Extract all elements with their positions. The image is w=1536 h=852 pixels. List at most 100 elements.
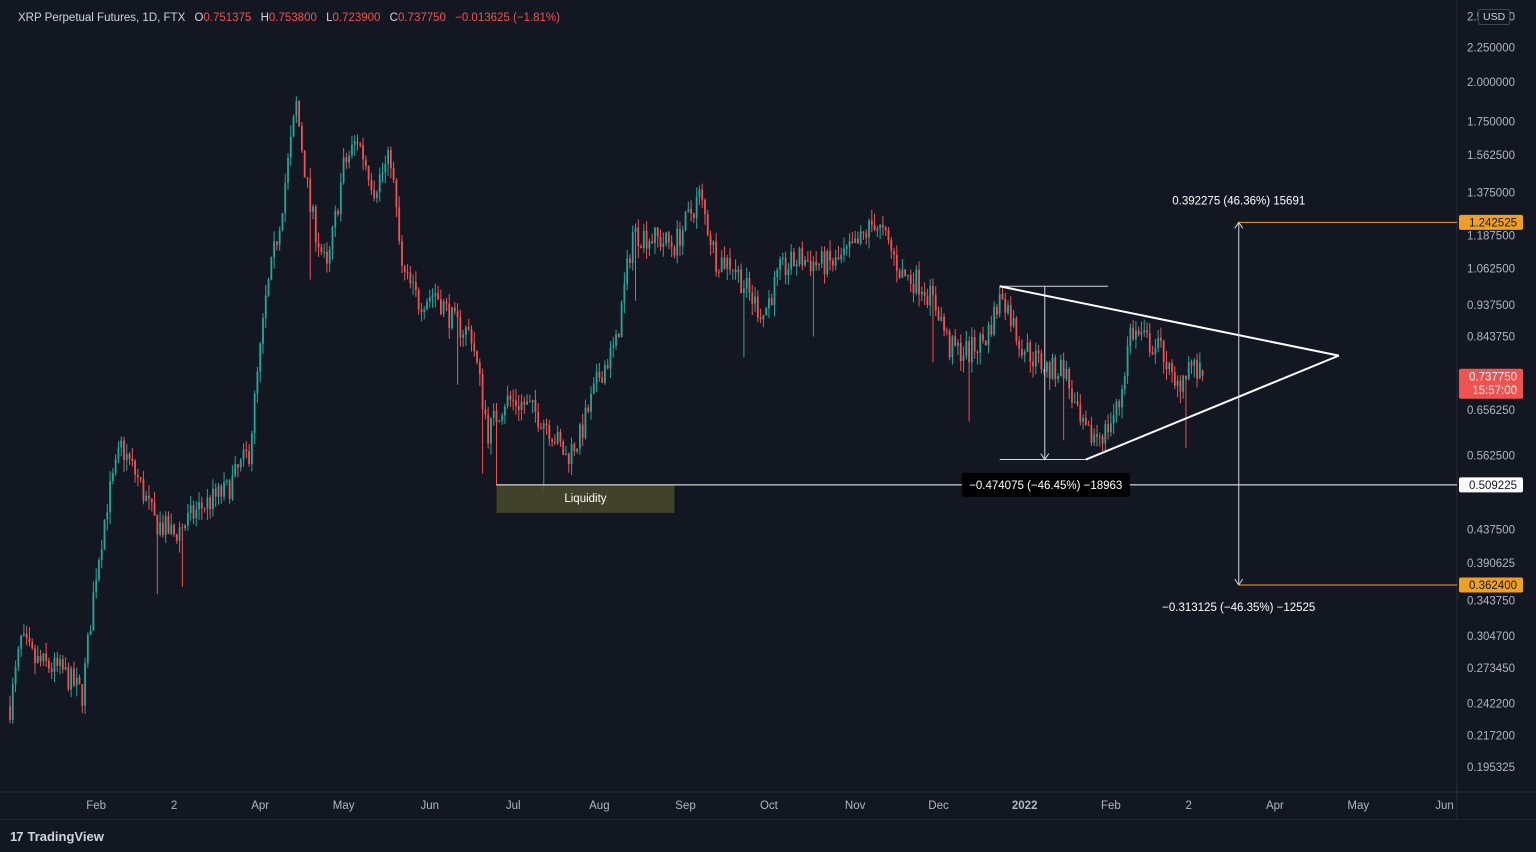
candle-body (676, 228, 679, 256)
candle-body (1018, 340, 1021, 349)
candle-body (620, 302, 623, 338)
candle-body (242, 449, 245, 460)
candle-body (84, 663, 86, 706)
candle-body (1051, 357, 1054, 379)
candle-body (109, 481, 111, 513)
candle-body (434, 293, 437, 296)
candle-body (209, 497, 212, 510)
candle-body (1032, 361, 1034, 367)
candle-body (670, 242, 673, 247)
candle-body (520, 401, 523, 410)
candle-body (987, 324, 990, 346)
candle-body (1034, 350, 1037, 367)
candle-body (326, 251, 328, 264)
brand-label: TradingView (27, 829, 104, 844)
candle-body (612, 345, 615, 348)
tradingview-logo[interactable]: 17 TradingView (10, 829, 104, 844)
candle-body (573, 444, 576, 452)
candle-body (451, 307, 453, 328)
candle-body (123, 440, 125, 461)
candle-body (503, 406, 506, 416)
candle-body (843, 248, 845, 255)
candle-body (281, 213, 284, 231)
candle-body (1101, 436, 1104, 444)
candle-body (1190, 361, 1193, 366)
candle-body (659, 236, 662, 247)
candle-body (445, 301, 448, 304)
candle-body (67, 667, 70, 690)
candle-body (1135, 330, 1137, 340)
candle-body (1109, 423, 1112, 433)
candle-body (879, 224, 882, 229)
candle-body (854, 238, 857, 244)
candle-body (809, 260, 812, 272)
candle-body (470, 329, 473, 344)
x-tick-label: Nov (845, 800, 866, 812)
candle-body (111, 473, 114, 482)
candle-body (918, 269, 920, 295)
x-tick-label: Apr (1266, 800, 1284, 812)
candle-body (526, 401, 528, 405)
candle-body (42, 653, 45, 662)
candle-body (1146, 330, 1148, 333)
currency-button[interactable]: USD (1478, 9, 1511, 25)
candle-body (359, 143, 362, 146)
candle-body (542, 423, 545, 429)
candle-body (1009, 305, 1012, 326)
candle-body (264, 295, 267, 318)
candle-body (162, 522, 164, 536)
candle-body (406, 272, 409, 274)
candle-body (178, 527, 181, 541)
candle-body (75, 677, 78, 686)
candle-body (1126, 346, 1129, 377)
candle-body (587, 407, 590, 412)
candle-body (314, 206, 317, 243)
target-up-label: 0.392275 (46.36%) 15691 (1172, 195, 1305, 207)
candle-body (951, 336, 954, 358)
high-label: H (260, 12, 269, 24)
candle-body (103, 519, 106, 549)
price-label-value: 1.242525 (1469, 217, 1517, 229)
candle-body (395, 180, 398, 208)
x-tick-label: Feb (1101, 800, 1121, 812)
candle-body (679, 228, 681, 246)
range-label-box (961, 472, 1130, 497)
candle-body (331, 227, 334, 250)
candle-body (801, 248, 804, 266)
candle-body (826, 251, 829, 275)
candle-body (818, 263, 820, 266)
plot-background (0, 0, 1536, 820)
candle-body (656, 227, 659, 237)
candle-body (237, 464, 239, 468)
candle-body (1065, 368, 1068, 379)
candle-body (423, 309, 426, 313)
candle-body (370, 180, 373, 191)
candle-body (1121, 389, 1123, 408)
candle-body (615, 334, 617, 346)
candle-body (909, 274, 912, 284)
candle-body (1015, 318, 1018, 341)
candle-body (1079, 404, 1082, 422)
candle-body (562, 441, 565, 455)
candle-body (759, 317, 762, 320)
candle-body (734, 269, 737, 273)
open-label: O (194, 12, 204, 24)
symbol-title[interactable]: XRP Perpetual Futures, 1D, FTX (18, 12, 186, 24)
candle-body (768, 298, 770, 309)
candle-body (389, 150, 392, 168)
candle-body (815, 261, 818, 266)
candle-body (86, 635, 89, 664)
candle-body (295, 101, 298, 117)
candle-body (565, 453, 567, 455)
low-label: L (326, 12, 333, 24)
candle-body (1196, 359, 1198, 379)
candle-body (712, 241, 715, 245)
candle-body (1037, 350, 1040, 354)
candle-body (634, 227, 637, 233)
candle-body (1168, 363, 1171, 370)
price-label-tag (1459, 368, 1523, 399)
candle-body (495, 410, 498, 422)
candle-body (667, 232, 670, 243)
